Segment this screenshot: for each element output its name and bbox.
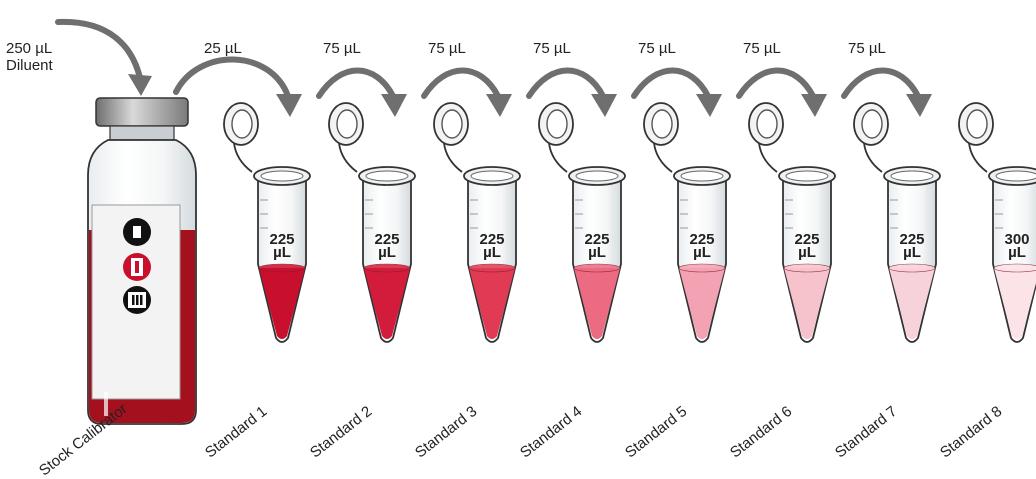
tube-volume-value: 225	[269, 231, 295, 248]
tube-volume-unit: µL	[903, 244, 921, 261]
tube-1	[223, 102, 311, 343]
transfer-volume-label: 75 µL	[428, 40, 466, 57]
transfer-volume-label: 75 µL	[743, 40, 781, 57]
tube-liquid	[889, 268, 935, 339]
tube-hinge	[968, 142, 988, 173]
tube-hinge	[653, 142, 673, 173]
transfer-arrow-2	[316, 67, 396, 99]
tube-volume-unit: µL	[273, 244, 291, 261]
transfer-arrow-head-4	[591, 94, 617, 117]
tube-volume-value: 225	[689, 231, 715, 248]
tube-liquid	[364, 268, 410, 339]
tube-7	[853, 102, 941, 343]
transfer-arrow-7	[841, 67, 921, 99]
tube-volume-value: 225	[479, 231, 505, 248]
tube-hinge	[863, 142, 883, 173]
diluent-arrow-head	[128, 74, 152, 96]
tube-hinge	[758, 142, 778, 173]
transfer-arrow-head-2	[381, 94, 407, 117]
tube-volume-label: 225 µL	[262, 231, 302, 261]
tube-volume-unit: µL	[378, 244, 396, 261]
transfer-arrow-head-6	[801, 94, 827, 117]
tube-volume-unit: µL	[1008, 244, 1026, 261]
tube-hinge	[338, 142, 358, 173]
transfer-arrow-6	[736, 67, 816, 99]
tube-3	[433, 102, 521, 343]
transfer-arrow-head-1	[276, 94, 302, 117]
tube-hinge	[443, 142, 463, 173]
tube-volume-value: 300	[1004, 231, 1030, 248]
tube-volume-label: 225 µL	[892, 231, 932, 261]
tube-volume-label: 225 µL	[787, 231, 827, 261]
transfer-volume-label: 75 µL	[323, 40, 361, 57]
transfer-volume-label: 75 µL	[848, 40, 886, 57]
tube-8	[958, 102, 1036, 343]
transfer-arrows	[173, 56, 932, 117]
transfer-volume-label: 75 µL	[638, 40, 676, 57]
tube-volume-label: 225 µL	[577, 231, 617, 261]
tube-4	[538, 102, 626, 343]
tube-liquid	[469, 268, 515, 339]
tube-volume-label: 225 µL	[367, 231, 407, 261]
tube-volume-label: 300 µL	[997, 231, 1036, 261]
diluent-arrow	[55, 18, 143, 81]
transfer-arrow-1	[173, 56, 291, 99]
transfer-arrow-3	[421, 67, 501, 99]
tube-volume-label: 225 µL	[472, 231, 512, 261]
tube-volume-value: 225	[794, 231, 820, 248]
tube-volume-value: 225	[374, 231, 400, 248]
tube-volume-unit: µL	[483, 244, 501, 261]
tube-volume-label: 225 µL	[682, 231, 722, 261]
tube-volume-unit: µL	[588, 244, 606, 261]
diluent-volume: 250 µL	[6, 40, 53, 57]
tube-6	[748, 102, 836, 343]
transfer-arrow-head-7	[906, 94, 932, 117]
transfer-arrow-5	[631, 67, 711, 99]
tube-volume-unit: µL	[798, 244, 816, 261]
tube-5	[643, 102, 731, 343]
tube-2	[328, 102, 416, 343]
tube-volume-value: 225	[899, 231, 925, 248]
tube-liquid	[679, 268, 725, 339]
tube-volume-unit: µL	[693, 244, 711, 261]
transfer-arrow-head-5	[696, 94, 722, 117]
tube-hinge	[233, 142, 253, 173]
stock-vial	[87, 97, 197, 425]
tube-volume-value: 225	[584, 231, 610, 248]
tube-liquid	[259, 268, 305, 339]
tubes	[223, 102, 1036, 343]
diluent-name: Diluent	[6, 57, 53, 74]
tube-liquid	[994, 268, 1036, 339]
tube-liquid	[574, 268, 620, 339]
transfer-volume-label: 25 µL	[204, 40, 242, 57]
tube-hinge	[548, 142, 568, 173]
transfer-arrow-4	[526, 67, 606, 99]
transfer-volume-label: 75 µL	[533, 40, 571, 57]
transfer-arrow-head-3	[486, 94, 512, 117]
tube-liquid	[784, 268, 830, 339]
